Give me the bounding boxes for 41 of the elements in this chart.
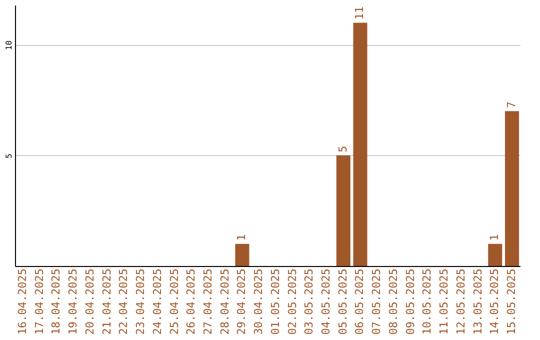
data-label: 1 [235, 234, 248, 241]
x-tick-label: 19.04.2025 [66, 268, 80, 335]
x-tick-label: 16.04.2025 [16, 268, 30, 335]
x-tick-label: 18.04.2025 [50, 268, 63, 335]
x-tick-label: 10.05.2025 [420, 268, 434, 335]
x-tick-label: 04.05.2025 [320, 268, 333, 335]
x-tick-label: 24.04.2025 [150, 268, 164, 335]
x-tick-label: 22.04.2025 [117, 268, 130, 335]
x-tick-label: 12.05.2025 [454, 268, 468, 335]
bar [353, 22, 368, 266]
x-tick-label: 20.04.2025 [83, 268, 96, 335]
x-tick-label: 29.04.2025 [235, 268, 248, 335]
x-tick-label: 05.05.2025 [336, 268, 350, 335]
x-tick-label: 21.04.2025 [100, 268, 114, 335]
x-tick-label: 03.05.2025 [302, 268, 316, 335]
x-tick-label: 17.04.2025 [32, 268, 46, 335]
x-tick-label: 14.05.2025 [488, 268, 502, 335]
bar [235, 244, 250, 266]
x-tick-label: 28.04.2025 [218, 268, 232, 335]
x-tick-label: 01.05.2025 [268, 268, 282, 335]
x-tick-label: 07.05.2025 [370, 268, 384, 335]
x-tick-label: 26.04.2025 [184, 268, 198, 335]
x-tick-label: 08.05.2025 [386, 268, 400, 335]
bar [504, 111, 519, 266]
x-tick-label: 09.05.2025 [404, 268, 417, 335]
data-label: 1 [488, 234, 502, 241]
data-label: 11 [353, 6, 366, 20]
x-tick-label: 02.05.2025 [286, 268, 299, 335]
x-tick-label: 25.04.2025 [168, 268, 181, 335]
x-tick-label: 30.04.2025 [252, 268, 266, 335]
x-tick-label: 13.05.2025 [471, 268, 484, 335]
x-tick-label: 06.05.2025 [353, 268, 366, 335]
x-tick-label: 23.04.2025 [134, 268, 148, 335]
data-label: 5 [336, 146, 350, 152]
x-tick-label: 11.05.2025 [438, 268, 451, 335]
x-tick-label: 15.05.2025 [504, 268, 518, 335]
y-tick-label: 10 [4, 40, 14, 50]
bar [336, 155, 350, 266]
x-tick-label: 27.04.2025 [201, 268, 214, 335]
bar [488, 244, 502, 266]
data-label: 7 [504, 102, 518, 108]
